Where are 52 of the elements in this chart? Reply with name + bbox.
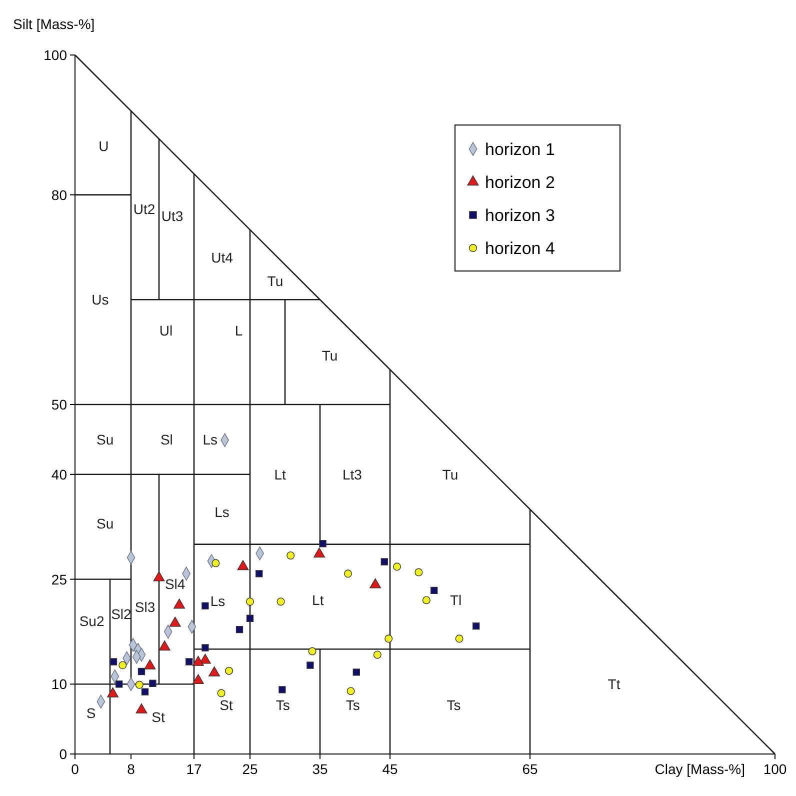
annotation: Sl bbox=[160, 431, 173, 448]
legend-label: horizon 4 bbox=[485, 239, 555, 258]
y-tick-label: 50 bbox=[51, 396, 68, 412]
annotation: Ls bbox=[214, 504, 230, 520]
annotation: Su bbox=[96, 431, 114, 448]
annotation: Tu bbox=[442, 466, 458, 482]
x-tick-label: 0 bbox=[71, 761, 80, 777]
x-tick-label: 65 bbox=[522, 761, 538, 777]
y-tick-label: 0 bbox=[59, 746, 68, 762]
annotation: St bbox=[220, 697, 233, 714]
y-tick-label: 80 bbox=[51, 186, 68, 203]
annotation: Su bbox=[96, 515, 114, 532]
y-tick-label: 100 bbox=[44, 47, 68, 63]
annotation: Tl bbox=[450, 592, 462, 608]
y-axis-title: Silt [Mass-%] bbox=[13, 16, 95, 32]
x-tick-label: 35 bbox=[312, 761, 328, 777]
annotation: Ts bbox=[446, 697, 461, 714]
annotation: Lt3 bbox=[342, 466, 362, 482]
annotation: Sl4 bbox=[164, 576, 186, 592]
y-tick-label: 10 bbox=[51, 676, 68, 692]
x-axis-title: Clay [Mass-%] bbox=[654, 761, 745, 777]
x-tick-label: 8 bbox=[127, 761, 136, 777]
annotation: Lt bbox=[274, 466, 286, 482]
annotation: L bbox=[234, 322, 243, 338]
annotation: Ut3 bbox=[161, 208, 184, 224]
annotation: Sl3 bbox=[134, 599, 156, 616]
x-tick-label: 45 bbox=[382, 761, 398, 777]
annotation: Ut2 bbox=[133, 200, 156, 217]
y-tick-label: 40 bbox=[51, 466, 68, 482]
annotation: Ts bbox=[276, 697, 290, 714]
annotation: St bbox=[152, 708, 166, 725]
annotation: Ul bbox=[159, 322, 173, 338]
annotation: Tt bbox=[608, 676, 620, 692]
legend-label: horizon 3 bbox=[485, 206, 555, 225]
legend-label: horizon 2 bbox=[485, 173, 555, 192]
annotation: Ut4 bbox=[211, 250, 234, 266]
x-tick-label: 25 bbox=[242, 761, 258, 777]
annotation: Ls bbox=[210, 592, 226, 609]
annotation: Ts bbox=[346, 697, 360, 714]
annotation: Tu bbox=[322, 348, 338, 364]
annotation: Us bbox=[92, 292, 109, 308]
annotation: Tu bbox=[267, 272, 284, 289]
annotation: Lt bbox=[312, 592, 324, 608]
legend-label: horizon 1 bbox=[485, 140, 555, 159]
annotation: Su2 bbox=[79, 613, 104, 630]
x-tick-label: 17 bbox=[186, 761, 202, 777]
annotation: Ls bbox=[202, 431, 218, 448]
annotation: U bbox=[98, 138, 109, 154]
x-tick-label: 100 bbox=[763, 761, 787, 777]
y-tick-label: 25 bbox=[51, 571, 68, 588]
annotation: Sl2 bbox=[111, 606, 132, 622]
annotation: S bbox=[86, 704, 96, 721]
